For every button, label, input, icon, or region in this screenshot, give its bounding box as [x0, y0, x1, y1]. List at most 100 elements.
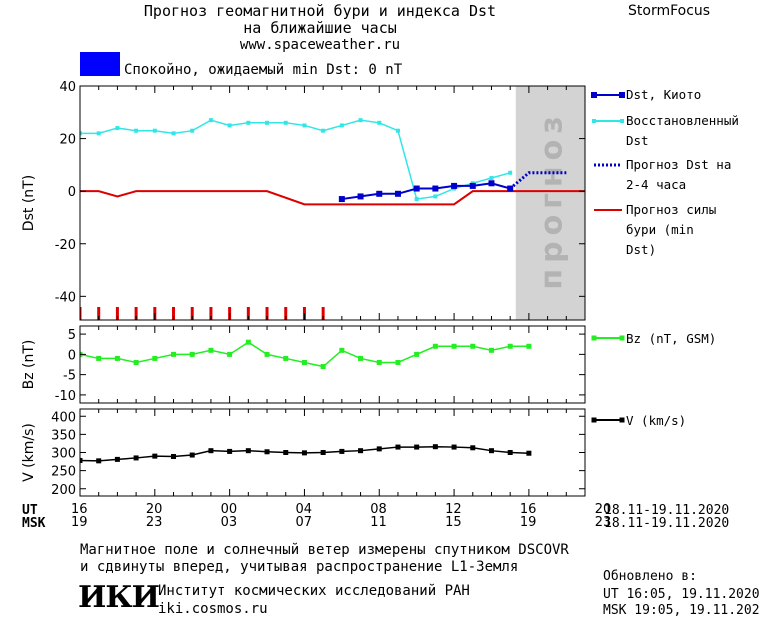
legend-dst-kyoto-swatch — [591, 92, 625, 98]
v-point — [152, 453, 158, 459]
bz-point — [488, 347, 494, 353]
legend-dst-forecast-label: Прогноз Dst на 2-4 часа — [626, 157, 732, 192]
y-tick-label: -20 — [55, 238, 76, 253]
iki-logo[interactable]: ИКИ — [78, 580, 160, 615]
chart-title-line1: Прогноз геомагнитной бури и индекса Dst — [143, 2, 497, 20]
v-point — [339, 448, 345, 454]
bz-point — [133, 359, 139, 365]
bz-point — [507, 343, 513, 349]
v-point — [133, 455, 139, 461]
dst-restored-point — [208, 118, 213, 123]
dst-restored-point — [96, 131, 101, 136]
bz-point — [451, 343, 457, 349]
bz-panel: 5 0 -5 -10 Bz (nT) — [21, 325, 586, 404]
updated-label: Обновлено в: — [603, 569, 697, 584]
brand-name: StormFocus — [628, 3, 711, 19]
legend-v-swatch-marker — [619, 417, 625, 423]
v-point — [208, 448, 214, 454]
msk-date-range: 18.11-19.11.2020 — [604, 516, 730, 531]
y-tick-label: -5 — [63, 369, 76, 384]
dst-restored-point — [395, 128, 400, 133]
y-tick-label: -10 — [55, 389, 76, 404]
dst-restored-point — [227, 123, 232, 128]
y-tick-label: 5 — [68, 328, 76, 343]
bz-point — [152, 355, 158, 361]
series-storm-forecast-line — [80, 190, 585, 206]
bz-point — [264, 351, 270, 357]
v-point — [189, 452, 195, 458]
v-point — [376, 446, 382, 452]
v-point — [245, 448, 251, 454]
y-axis-label: Dst (nT) — [21, 175, 37, 231]
velocity-panel: 400 350 300 250 200 V (km/s) — [21, 408, 586, 498]
bz-point — [208, 347, 214, 353]
v-point — [171, 453, 177, 459]
dst-kyoto-point — [413, 185, 420, 192]
forecast-band-label: прогноз — [534, 110, 569, 289]
dst-restored-point — [358, 118, 363, 123]
dst-kyoto-point — [338, 196, 345, 203]
v-point — [301, 450, 307, 456]
status-swatch — [80, 52, 120, 76]
v-point — [283, 450, 289, 455]
dst-kyoto-point — [488, 180, 495, 187]
site-url[interactable]: www.spaceweather.ru — [239, 37, 401, 53]
updated-msk: MSK 19:05, 19.11.2020 — [603, 603, 760, 618]
ut-tick-label: 20 — [594, 502, 612, 517]
institute-site[interactable]: iki.cosmos.ru — [158, 601, 268, 617]
status-text: Спокойно, ожидаемый min Dst: 0 nT — [124, 62, 403, 78]
y-tick-label: 0 — [68, 348, 76, 363]
v-point — [320, 450, 326, 455]
ut-tick-label: 20 — [145, 502, 163, 517]
msk-tick-label: 03 — [220, 515, 238, 530]
dst-restored-point — [265, 120, 270, 125]
institute-name: Институт космических исследований РАН — [158, 583, 470, 599]
bz-point — [376, 359, 382, 365]
bz-point — [245, 339, 251, 345]
ut-axis-label: UT — [22, 503, 38, 518]
bz-point — [283, 355, 289, 361]
v-point — [395, 444, 401, 450]
msk-tick-label: 07 — [295, 515, 312, 530]
legend-bz-label: Bz (nT, GSM) — [626, 331, 717, 346]
legend-bz-swatch — [591, 335, 625, 341]
dst-kyoto-point — [376, 190, 383, 197]
dst-restored-point — [339, 123, 344, 128]
footer-note-line1: Магнитное поле и солнечный ветер измерен… — [80, 542, 569, 558]
v-point — [507, 450, 513, 455]
bz-point — [189, 351, 195, 357]
dst-restored-point — [321, 128, 326, 133]
panel-bz-plot-area — [80, 339, 532, 370]
bz-point — [96, 355, 102, 361]
bz-point — [320, 364, 326, 370]
v-point — [414, 444, 420, 450]
msk-tick-label: 19 — [71, 515, 88, 530]
v-point — [96, 458, 102, 464]
dst-restored-point — [508, 170, 513, 175]
v-point — [451, 444, 457, 450]
y-tick-label: 0 — [68, 185, 76, 200]
msk-axis-label: MSK — [22, 516, 46, 531]
panel-bz-frame — [79, 325, 586, 404]
ut-tick-label: 08 — [370, 502, 387, 517]
bz-point — [432, 343, 438, 349]
msk-tick-label: 23 — [594, 515, 612, 530]
bz-point — [339, 347, 345, 353]
v-point — [526, 450, 532, 456]
ut-date-range: 18.11-19.11.2020 — [604, 503, 730, 518]
chart-title-line2: на ближайшие часы — [243, 19, 397, 37]
ut-tick-label: 16 — [519, 502, 537, 517]
dst-kyoto-point — [451, 182, 458, 189]
ut-tick-label: 04 — [295, 502, 312, 517]
y-tick-label: 250 — [51, 465, 76, 480]
legend-dst-restored-swatch-marker — [592, 119, 596, 123]
series-dst-kyoto-line — [341, 182, 511, 201]
panel-dst-frame — [79, 85, 586, 321]
msk-tick-label: 23 — [145, 515, 163, 530]
dst-kyoto-point — [394, 190, 401, 197]
bz-point — [414, 351, 420, 357]
msk-tick-label: 19 — [519, 515, 537, 530]
y-tick-label: 20 — [59, 133, 76, 148]
v-point — [432, 444, 438, 450]
